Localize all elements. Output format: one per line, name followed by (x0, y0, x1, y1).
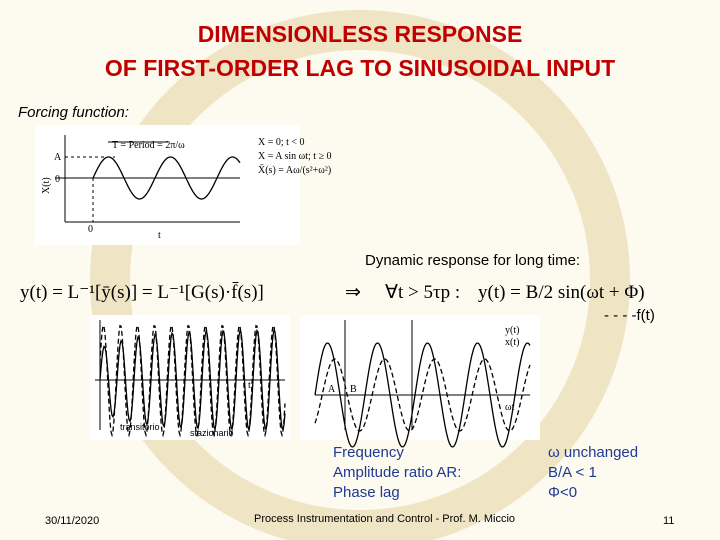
property-name: Phase lag (333, 484, 400, 501)
watermark (90, 10, 630, 540)
right-figure (300, 315, 540, 440)
definition: X = A sin ωt; t ≥ 0 (258, 151, 332, 162)
curve (92, 156, 241, 200)
period-label: T = Period = 2π/ω (112, 140, 185, 151)
equation: y(t) = L⁻¹[ȳ(s)] = L⁻¹[G(s)·f̄(s)] (20, 282, 264, 303)
property-value: B/A < 1 (548, 464, 597, 481)
zero-label: 0 (55, 174, 60, 185)
y-axis-label: X(t) (41, 177, 52, 194)
forcing-label: Forcing function: (18, 104, 129, 121)
implies: ⇒ (345, 282, 361, 303)
forcing-figure (35, 125, 300, 245)
footer-course: Process Instrumentation and Control - Pr… (254, 513, 515, 525)
steady-label: stazionario (190, 428, 234, 438)
t-label: t (248, 380, 251, 391)
y-label: y(t) (505, 325, 519, 336)
curve (314, 358, 531, 432)
definition: X̄(s) = Aω/(s²+ω²) (258, 164, 331, 176)
amplitude-label: A (54, 152, 62, 163)
response-label: Dynamic response for long time: (365, 252, 580, 269)
x-axis-label: t (158, 230, 161, 241)
b-label: B (350, 384, 357, 395)
a-label: A (328, 384, 336, 395)
property-name: Amplitude ratio AR: (333, 464, 461, 481)
x-zero-label: 0 (88, 224, 93, 235)
omega-t-label: ωt (505, 402, 515, 413)
legend: - - - -f(t) (604, 307, 655, 324)
definition: X = 0; t < 0 (258, 137, 305, 148)
footer-page: 11 (663, 515, 674, 527)
curve (314, 342, 531, 448)
transient-label: transitorio (120, 422, 160, 432)
property-value: Φ<0 (548, 484, 577, 501)
response-equation: y(t) = B/2 sin(ωt + Φ) (478, 282, 645, 303)
title-line: DIMENSIONLESS RESPONSE (198, 21, 523, 47)
curve (99, 324, 286, 438)
condition: ∀t > 5τp : (385, 282, 460, 303)
forcing-figure-art: T = Period = 2π/ω A 0 X(t) t 0 X = 0; t … (41, 135, 332, 241)
property-value: ω unchanged (548, 444, 638, 461)
title-line: OF FIRST-ORDER LAG TO SINUSOIDAL INPUT (105, 55, 615, 81)
footer-date: 30/11/2020 (45, 515, 99, 527)
property-name: Frequency (333, 444, 404, 461)
x-label: x(t) (505, 337, 519, 348)
